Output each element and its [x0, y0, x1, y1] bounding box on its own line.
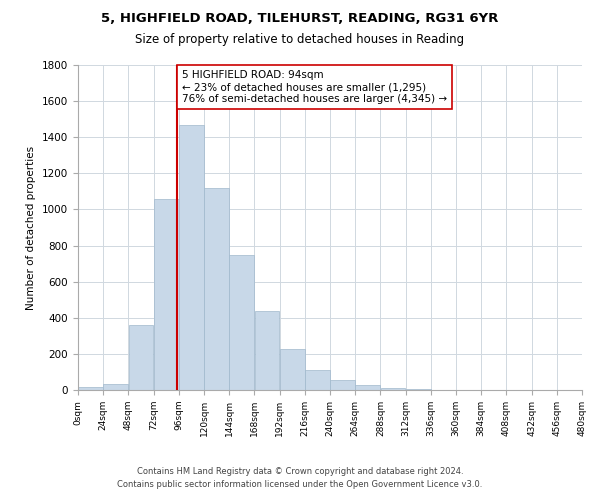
Bar: [305, 370, 330, 390]
Text: Size of property relative to detached houses in Reading: Size of property relative to detached ho…: [136, 32, 464, 46]
Bar: [179, 124, 204, 390]
Bar: [204, 188, 229, 390]
Y-axis label: Number of detached properties: Number of detached properties: [26, 146, 37, 310]
Bar: [406, 389, 431, 390]
Bar: [229, 256, 254, 390]
Bar: [355, 386, 380, 390]
Text: 5 HIGHFIELD ROAD: 94sqm
← 23% of detached houses are smaller (1,295)
76% of semi: 5 HIGHFIELD ROAD: 94sqm ← 23% of detache…: [182, 70, 447, 104]
Bar: [380, 388, 406, 390]
Bar: [330, 380, 355, 390]
Text: Contains HM Land Registry data © Crown copyright and database right 2024.
Contai: Contains HM Land Registry data © Crown c…: [118, 468, 482, 489]
Bar: [154, 198, 179, 390]
Text: 5, HIGHFIELD ROAD, TILEHURST, READING, RG31 6YR: 5, HIGHFIELD ROAD, TILEHURST, READING, R…: [101, 12, 499, 26]
Bar: [254, 310, 280, 390]
Bar: [280, 350, 305, 390]
Bar: [78, 388, 103, 390]
Bar: [128, 325, 154, 390]
Bar: [103, 384, 128, 390]
